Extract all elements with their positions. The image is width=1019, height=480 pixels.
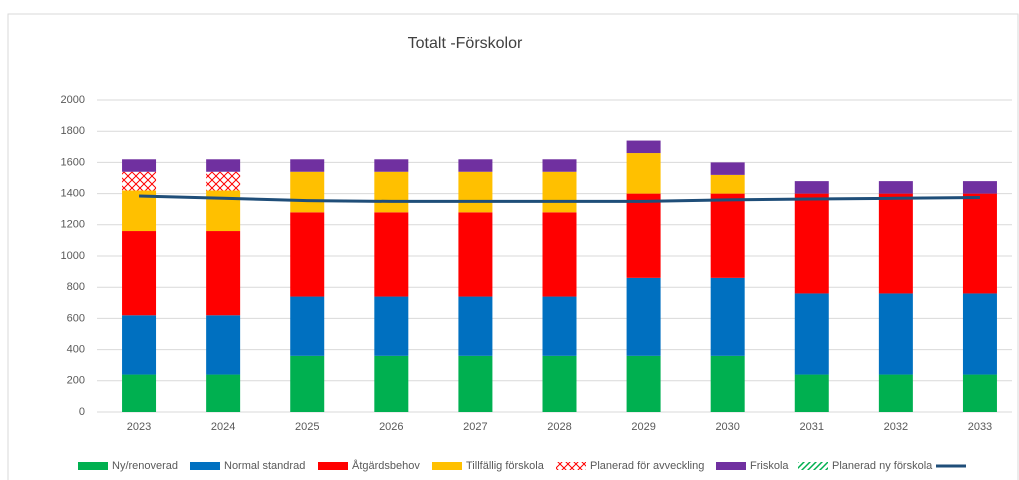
bar-segment xyxy=(206,315,241,375)
bar-segment xyxy=(710,193,745,278)
legend-swatch xyxy=(716,462,746,470)
bar-segment xyxy=(962,293,997,375)
bar-segment xyxy=(290,159,325,172)
bar-segment xyxy=(794,374,829,412)
legend-swatch xyxy=(556,462,586,470)
bar-segment xyxy=(206,171,241,191)
bar-segment xyxy=(710,355,745,412)
bar-segment xyxy=(626,355,661,412)
bar-segment xyxy=(122,159,157,172)
bar-segment xyxy=(878,193,913,294)
bar-segment xyxy=(374,296,409,356)
bar-segment xyxy=(290,171,325,213)
x-tick-label: 2023 xyxy=(127,421,151,433)
legend-swatch xyxy=(78,462,108,470)
x-tick-label: 2030 xyxy=(715,421,739,433)
x-tick-label: 2033 xyxy=(968,421,992,433)
y-tick-label: 1800 xyxy=(61,125,85,137)
bar-segment xyxy=(710,277,745,356)
bar-segment xyxy=(290,212,325,297)
bar-segment xyxy=(122,171,157,191)
bar-segment xyxy=(710,174,745,194)
bar-segment xyxy=(962,374,997,412)
x-tick-label: 2032 xyxy=(884,421,908,433)
y-tick-label: 800 xyxy=(67,281,85,293)
chart-frame xyxy=(7,13,1019,480)
bar-segment xyxy=(626,153,661,194)
bar-segment xyxy=(878,181,913,194)
bar-segment xyxy=(122,374,157,412)
bar-segment xyxy=(206,159,241,172)
legend-label: Friskola xyxy=(750,460,789,472)
bar-segment xyxy=(458,296,493,356)
line-series xyxy=(139,194,980,203)
bar-segment xyxy=(458,159,493,172)
bar-segment xyxy=(794,193,829,294)
x-tick-label: 2027 xyxy=(463,421,487,433)
legend-label: Normal standrad xyxy=(224,460,305,472)
bar-segment xyxy=(206,231,241,316)
x-tick-label: 2025 xyxy=(295,421,319,433)
legend-swatch xyxy=(190,462,220,470)
bar-segment xyxy=(626,277,661,356)
bar-segment xyxy=(962,193,997,294)
bar-segment xyxy=(122,315,157,375)
bar-segment xyxy=(542,212,577,297)
x-tick-label: 2026 xyxy=(379,421,403,433)
y-tick-label: 200 xyxy=(67,375,85,387)
y-tick-label: 2000 xyxy=(61,94,85,106)
x-tick-label: 2031 xyxy=(800,421,824,433)
bar-segment xyxy=(122,231,157,316)
bar-segment xyxy=(458,212,493,297)
bar-segment xyxy=(626,140,661,154)
bar-segment xyxy=(878,293,913,375)
x-tick-label: 2028 xyxy=(547,421,571,433)
bar-segment xyxy=(290,296,325,356)
bar-segment xyxy=(878,374,913,412)
legend-label: Åtgärdsbehov xyxy=(352,459,420,472)
y-tick-label: 1400 xyxy=(61,188,85,200)
y-tick-label: 0 xyxy=(79,406,85,418)
bar-segment xyxy=(458,171,493,213)
bar-segment xyxy=(794,293,829,375)
bar-segment xyxy=(206,374,241,412)
bar-segment xyxy=(374,171,409,213)
y-tick-label: 400 xyxy=(67,344,85,356)
x-tick-label: 2024 xyxy=(211,421,235,433)
bar-segment xyxy=(458,355,493,412)
legend-label: Ny/renoverad xyxy=(112,460,178,472)
chart-title: Totalt -Förskolor xyxy=(408,35,523,52)
legend-label: Planerad ny förskola xyxy=(832,460,933,472)
y-tick-label: 600 xyxy=(67,312,85,324)
legend-label: Tillfällig förskola xyxy=(466,460,545,472)
x-tick-label: 2029 xyxy=(631,421,655,433)
bar-segment xyxy=(542,159,577,172)
bar-segment xyxy=(542,355,577,412)
legend-swatch xyxy=(432,462,462,470)
legend-swatch xyxy=(318,462,348,470)
bar-segment xyxy=(962,181,997,194)
bar-segment xyxy=(542,171,577,213)
bar-segment xyxy=(374,355,409,412)
y-tick-label: 1000 xyxy=(61,250,85,262)
bar-segment xyxy=(374,212,409,297)
legend-label: Planerad för avveckling xyxy=(590,460,704,472)
y-tick-label: 1200 xyxy=(61,219,85,231)
bar-segment xyxy=(542,296,577,356)
y-tick-label: 1600 xyxy=(61,156,85,168)
bar-segment xyxy=(290,355,325,412)
bar-segment xyxy=(710,162,745,175)
bar-segment xyxy=(626,193,661,278)
bar-segment xyxy=(794,181,829,194)
bar-segment xyxy=(374,159,409,172)
legend-swatch xyxy=(798,462,828,470)
